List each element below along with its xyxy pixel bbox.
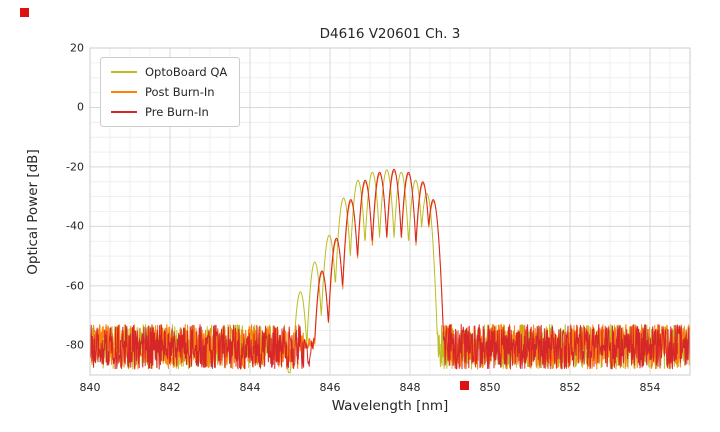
legend-label-pre-burn-in: Pre Burn-In (145, 105, 209, 119)
x-tick-label: 846 (319, 381, 341, 394)
x-tick-label: 842 (159, 381, 181, 394)
legend-item-post-burn-in: Post Burn-In (111, 85, 227, 99)
y-tick-label: -80 (66, 338, 84, 352)
red-square-marker (460, 381, 469, 390)
legend-item-optoboard-qa: OptoBoard QA (111, 65, 227, 79)
chart-title: D4616 V20601 Ch. 3 (319, 26, 461, 42)
legend-label-post-burn-in: Post Burn-In (145, 85, 215, 99)
legend-item-pre-burn-in: Pre Burn-In (111, 105, 227, 119)
x-tick-label: 852 (559, 381, 581, 394)
red-square-marker (20, 8, 29, 17)
y-tick-label: -60 (66, 279, 84, 293)
legend-line-optoboard-qa (111, 71, 137, 73)
x-axis-label: Wavelength [nm] (331, 398, 449, 414)
x-tick-label: 848 (399, 381, 421, 394)
legend: OptoBoard QA Post Burn-In Pre Burn-In (100, 57, 241, 127)
x-tick-label: 840 (79, 381, 101, 394)
y-axis-label: Optical Power [dB] (25, 149, 41, 275)
x-tick-label: 844 (239, 381, 261, 394)
y-tick-label: -40 (66, 219, 84, 233)
x-tick-label: 850 (479, 381, 501, 394)
legend-line-pre-burn-in (111, 111, 137, 113)
plot-border (89, 47, 691, 376)
legend-label-optoboard-qa: OptoBoard QA (145, 65, 228, 79)
y-tick-label: 0 (77, 100, 84, 114)
trace-pre-burn-in (89, 168, 691, 370)
legend-line-post-burn-in (111, 91, 137, 93)
x-tick-label: 854 (639, 381, 661, 394)
y-tick-label: 20 (70, 41, 84, 55)
y-tick-label: -20 (66, 160, 84, 174)
